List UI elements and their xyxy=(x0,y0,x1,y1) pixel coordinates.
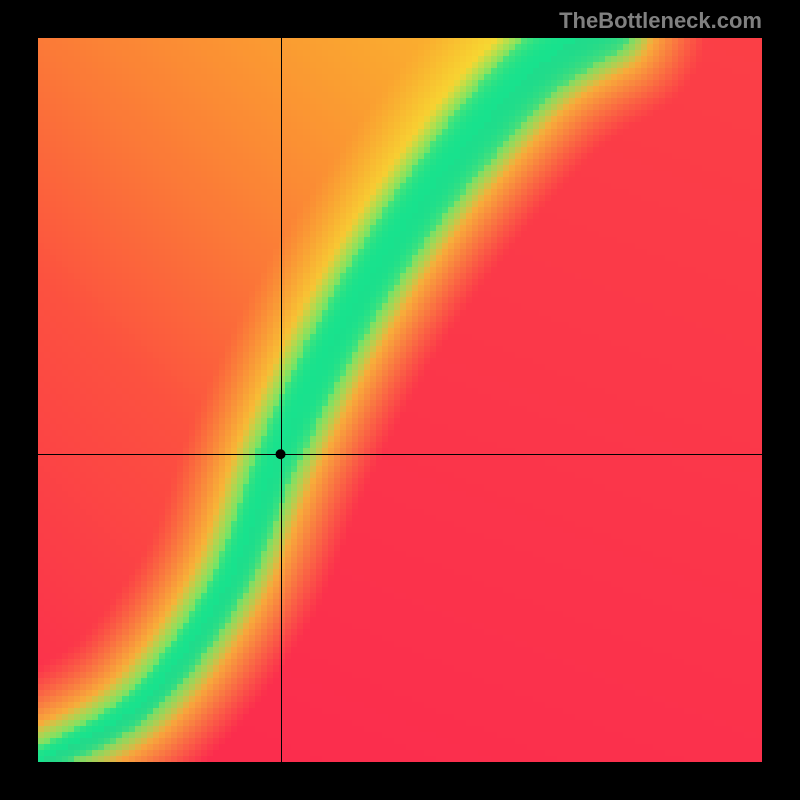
heatmap-canvas xyxy=(0,0,800,800)
watermark-text: TheBottleneck.com xyxy=(559,8,762,34)
chart-container: TheBottleneck.com xyxy=(0,0,800,800)
